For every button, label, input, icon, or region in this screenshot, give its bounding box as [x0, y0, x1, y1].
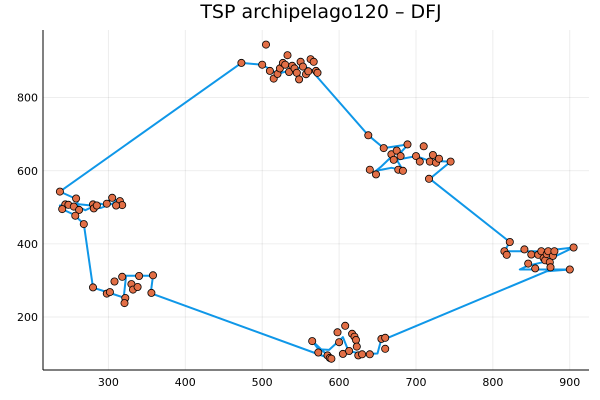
x-tick-label: 800: [482, 376, 503, 389]
city-point: [550, 247, 559, 256]
city-point: [505, 237, 514, 246]
city-point: [520, 245, 529, 254]
city-point: [313, 68, 322, 77]
city-point: [309, 57, 318, 66]
grid-lines: [43, 30, 589, 370]
city-point: [148, 271, 157, 280]
city-point: [292, 68, 301, 77]
y-tick-label: 800: [17, 92, 38, 105]
city-point: [565, 265, 574, 274]
city-point: [398, 166, 407, 175]
y-tick-label: 600: [17, 165, 38, 178]
city-point: [133, 282, 142, 291]
y-tick-label: 400: [17, 238, 38, 251]
city-point: [58, 205, 67, 214]
city-point: [381, 333, 390, 342]
city-point: [546, 263, 555, 272]
city-point: [237, 58, 246, 67]
city-point: [569, 243, 578, 252]
city-point: [381, 344, 390, 353]
city-point: [396, 152, 405, 161]
city-point: [89, 283, 98, 292]
x-tick-label: 600: [329, 376, 350, 389]
city-point: [419, 142, 428, 151]
city-point: [92, 201, 101, 210]
city-point: [403, 140, 412, 149]
city-point: [531, 264, 540, 273]
city-point: [527, 250, 536, 259]
city-point: [371, 170, 380, 179]
city-point: [365, 350, 374, 359]
city-point: [258, 60, 267, 69]
city-point: [364, 131, 373, 140]
city-point: [75, 205, 84, 214]
city-point: [295, 75, 304, 84]
city-point: [345, 346, 354, 355]
city-point: [524, 259, 533, 268]
city-point: [415, 157, 424, 166]
city-point: [283, 51, 292, 60]
city-point: [502, 250, 511, 259]
y-tick-label: 200: [17, 311, 38, 324]
x-tick-label: 400: [175, 376, 196, 389]
x-tick-label: 900: [559, 376, 580, 389]
city-point: [389, 155, 398, 164]
chart-title: TSP archipelago120 – DFJ: [199, 1, 441, 23]
city-point: [308, 337, 317, 346]
tour-line: [58, 61, 575, 360]
plot-area: [55, 40, 578, 363]
city-point: [304, 67, 313, 76]
city-point: [335, 338, 344, 347]
tick-labels: 300 400 500 600 700 800 900 200 400 600 800: [17, 92, 580, 389]
city-point: [333, 328, 342, 337]
city-point: [314, 348, 323, 357]
city-point: [261, 40, 270, 49]
city-point: [120, 299, 129, 308]
axes: [42, 30, 589, 371]
city-point: [285, 68, 294, 77]
city-point: [298, 62, 307, 71]
city-point: [118, 272, 127, 281]
city-point: [341, 321, 350, 330]
city-point: [434, 154, 443, 163]
city-point: [55, 187, 64, 196]
city-point: [102, 199, 111, 208]
city-point: [105, 288, 114, 297]
city-point: [392, 146, 401, 155]
city-point: [352, 342, 361, 351]
city-point: [79, 220, 88, 229]
city-point: [135, 271, 144, 280]
city-point: [424, 174, 433, 183]
city-point: [108, 193, 117, 202]
city-point: [446, 157, 455, 166]
city-point: [265, 66, 274, 75]
city-point: [365, 165, 374, 174]
city-point: [428, 150, 437, 159]
city-point: [379, 144, 388, 153]
x-tick-label: 700: [405, 376, 426, 389]
city-point: [112, 201, 121, 210]
x-tick-label: 300: [98, 376, 119, 389]
city-point: [281, 60, 290, 69]
city-point: [327, 354, 336, 363]
city-point: [110, 277, 119, 286]
city-point: [358, 350, 367, 359]
city-point: [351, 335, 360, 344]
x-tick-label: 500: [252, 376, 273, 389]
city-point: [72, 194, 81, 203]
city-point: [147, 288, 156, 297]
city-point: [411, 152, 420, 161]
city-point: [71, 211, 80, 220]
